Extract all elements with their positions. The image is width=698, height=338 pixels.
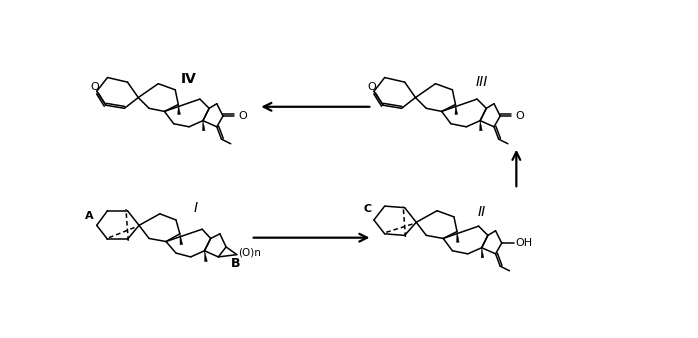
Text: O: O [90,82,98,92]
Text: IV: IV [181,72,197,86]
Text: I: I [193,201,198,215]
Polygon shape [456,232,459,242]
Text: II: II [477,205,486,219]
Text: O: O [239,111,247,121]
Text: OH: OH [516,238,533,248]
Polygon shape [202,121,205,131]
Text: (O)n: (O)n [239,247,261,257]
Text: A: A [84,211,94,221]
Text: III: III [475,75,488,89]
Polygon shape [481,248,484,258]
Text: B: B [230,257,240,270]
Polygon shape [480,121,482,131]
Text: O: O [367,82,376,92]
Polygon shape [178,104,180,115]
Text: O: O [516,111,524,121]
Polygon shape [455,104,458,115]
Polygon shape [180,234,183,245]
Polygon shape [205,251,207,262]
Text: C: C [364,204,372,214]
